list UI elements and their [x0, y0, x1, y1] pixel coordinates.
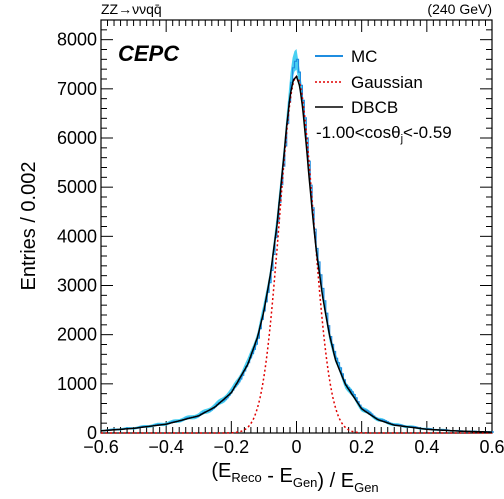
y-axis-label: Entries / 0.002	[18, 162, 40, 291]
x-tick-label: 0.2	[349, 437, 374, 457]
x-tick-label: 0.4	[414, 437, 439, 457]
legend-mc-label: MC	[351, 47, 377, 66]
x-tick-label: 0.6	[479, 437, 504, 457]
y-tick-label: 7000	[57, 79, 97, 99]
x-tick-label: −0.6	[83, 437, 119, 457]
y-tick-label: 2000	[57, 325, 97, 345]
y-tick-label: 8000	[57, 30, 97, 50]
mc-error-band	[101, 49, 492, 433]
legend-item-gaussian: Gaussian	[315, 73, 423, 92]
legend-item-dbcb: DBCB	[315, 98, 398, 117]
x-tick-label: −0.4	[148, 437, 184, 457]
y-tick-label: 5000	[57, 177, 97, 197]
x-tick-label: −0.2	[214, 437, 250, 457]
cos-theta-cut-label: -1.00<cosθj<-0.59	[316, 123, 452, 145]
process-label: ZZ→ννqq̄	[101, 1, 162, 17]
axis-ticks: −0.6 −0.4 −0.2 0 0.2 0.4 0.6 0 1000 2000 3000 4000 5…	[57, 20, 504, 457]
dbcb-curve	[100, 75, 492, 433]
series-layer	[100, 49, 494, 434]
y-tick-label: 3000	[57, 276, 97, 296]
plot-frame	[100, 19, 493, 434]
y-tick-label: 6000	[57, 128, 97, 148]
y-tick-label: 1000	[57, 374, 97, 394]
legend-dbcb-label: DBCB	[351, 98, 398, 117]
y-tick-label: 0	[87, 423, 97, 443]
legend-gaussian-label: Gaussian	[351, 73, 423, 92]
cepc-logo: CEPC	[118, 41, 180, 66]
x-tick-label: 0	[291, 437, 301, 457]
energy-label: (240 GeV)	[427, 1, 492, 17]
mc-histogram	[101, 58, 494, 433]
x-axis-label: (EReco - EGen) / EGen	[211, 460, 378, 495]
y-tick-label: 4000	[57, 226, 97, 246]
legend: MC Gaussian DBCB -1.00<cosθj<-0.59	[315, 47, 452, 145]
legend-item-mc: MC	[315, 47, 377, 66]
